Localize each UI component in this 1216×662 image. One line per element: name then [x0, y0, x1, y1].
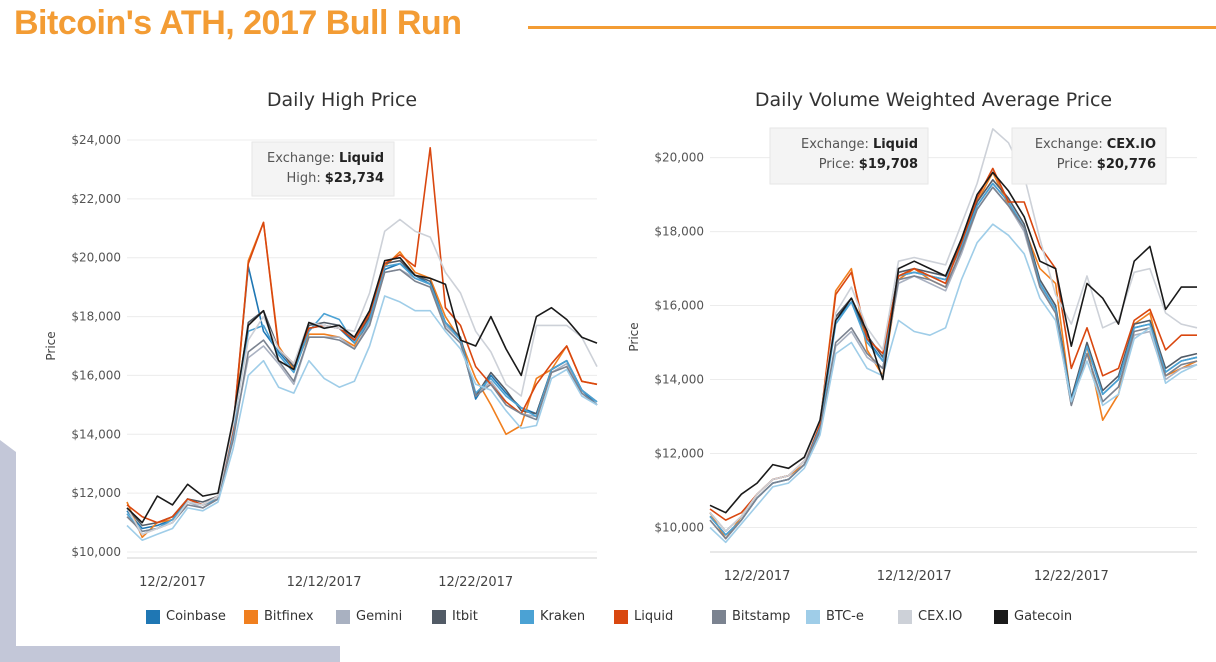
tooltip-annotation: Exchange: Liquid High: $23,734 [251, 141, 395, 197]
y-tick-label: $16,000 [71, 368, 121, 382]
y-tick-label: $24,000 [71, 133, 121, 147]
y-axis-label: Price [44, 331, 58, 360]
series-line-cex-io [126, 218, 598, 536]
y-tick-label: $20,000 [71, 251, 121, 265]
series-line-btc-e [709, 223, 1198, 544]
y-tick-label: $10,000 [71, 545, 121, 559]
tooltip-value-key: High: [287, 171, 321, 186]
tooltip-exchange-key: Exchange: [801, 137, 869, 152]
legend-item-coinbase[interactable]: Coinbase [146, 609, 226, 624]
tooltip-value-value: $19,708 [859, 157, 918, 172]
tooltip-value-key: Price: [1057, 157, 1093, 172]
x-tick-label: 12/2/2017 [139, 575, 206, 590]
tooltip-value-line: Price: $20,776 [1057, 157, 1156, 172]
legend-label: CEX.IO [918, 609, 963, 624]
x-tick-label: 12/22/2017 [1034, 569, 1109, 584]
tooltip-annotation: Exchange: CEX.IO Price: $20,776 [1011, 127, 1167, 185]
series-line-bitfinex [126, 221, 598, 539]
legend-item-itbit[interactable]: Itbit [432, 609, 478, 624]
series-line-kraken [709, 182, 1198, 536]
chart-title: Daily High Price [267, 89, 417, 111]
legend-label: Gatecoin [1014, 609, 1073, 624]
title-rule [528, 26, 1216, 29]
legend-swatch [520, 609, 534, 624]
tooltip-box [251, 141, 395, 197]
tooltip-exchange-value: Liquid [873, 137, 918, 152]
y-tick-label: $20,000 [654, 151, 704, 165]
x-tick-label: 12/2/2017 [724, 569, 791, 584]
tooltip-box [769, 127, 929, 185]
legend-item-liquid[interactable]: Liquid [614, 609, 673, 624]
legend-swatch [994, 609, 1008, 624]
tooltip-annotation: Exchange: Liquid Price: $19,708 [769, 127, 929, 185]
y-axis-label: Price [627, 322, 641, 351]
chart-title: Daily Volume Weighted Average Price [755, 89, 1112, 111]
legend-label: Liquid [634, 609, 674, 624]
daily-vwap-chart: Daily Volume Weighted Average Price $10,0… [627, 89, 1198, 584]
page-title: Bitcoin's ATH, 2017 Bull Run [14, 4, 462, 42]
legend-label: Itbit [452, 609, 478, 624]
legend-label: Coinbase [166, 609, 226, 624]
legend-swatch [806, 609, 820, 624]
tooltip-exchange-line: Exchange: Liquid [801, 137, 918, 152]
series-line-itbit [126, 259, 598, 527]
legend-swatch [146, 609, 160, 624]
legend-swatch [244, 609, 258, 624]
series-line-bitstamp [709, 186, 1198, 540]
y-tick-label: $12,000 [71, 486, 121, 500]
legend-item-gatecoin[interactable]: Gatecoin [994, 609, 1072, 624]
legend-label: Bitstamp [732, 609, 791, 624]
tooltip-value-key: Price: [819, 157, 855, 172]
legend-swatch [336, 609, 350, 624]
y-tick-label: $10,000 [654, 521, 704, 535]
y-tick-label: $14,000 [71, 427, 121, 441]
tooltip-value-line: High: $23,734 [287, 171, 384, 186]
series-line-btc-e [126, 295, 598, 542]
tooltip-exchange-value: Liquid [339, 151, 384, 166]
legend-swatch [432, 609, 446, 624]
tooltip-box [1011, 127, 1167, 185]
legend-item-cex-io[interactable]: CEX.IO [898, 609, 962, 624]
legend-label: Kraken [540, 609, 586, 624]
legend-item-bitstamp[interactable]: Bitstamp [712, 609, 790, 624]
series-line-itbit [709, 179, 1198, 533]
legend-label: Gemini [356, 609, 403, 624]
tooltip-value-value: $23,734 [325, 171, 384, 186]
series-line-gatecoin [709, 171, 1197, 514]
legend: Coinbase Bitfinex Gemini Itbit Kraken Liquid B… [146, 609, 1146, 629]
x-tick-label: 12/12/2017 [287, 575, 362, 590]
daily-high-price-chart: Daily High Price $10,000 $12,000 $14,000 $16… [44, 89, 598, 590]
x-tick-label: 12/22/2017 [438, 575, 513, 590]
y-tick-label: $14,000 [654, 373, 704, 387]
tooltip-value-line: Price: $19,708 [819, 157, 918, 172]
y-tick-label: $22,000 [71, 192, 121, 206]
legend-item-gemini[interactable]: Gemini [336, 609, 402, 624]
legend-label: Bitfinex [264, 609, 314, 624]
tooltip-value-value: $20,776 [1097, 157, 1156, 172]
legend-swatch [614, 609, 628, 624]
legend-item-bitfinex[interactable]: Bitfinex [244, 609, 314, 624]
legend-item-kraken[interactable]: Kraken [520, 609, 585, 624]
x-tick-label: 12/12/2017 [877, 569, 952, 584]
tooltip-exchange-line: Exchange: Liquid [267, 151, 384, 166]
series-line-gatecoin [126, 256, 598, 524]
series-line-coinbase [126, 262, 598, 530]
series-line-cex-io [709, 128, 1198, 533]
tooltip-exchange-line: Exchange: CEX.IO [1035, 137, 1156, 152]
y-tick-label: $18,000 [654, 225, 704, 239]
tooltip-exchange-key: Exchange: [1035, 137, 1103, 152]
legend-item-btc-e[interactable]: BTC-e [806, 609, 864, 624]
legend-swatch [712, 609, 726, 624]
legend-swatch [898, 609, 912, 624]
series-line-bitstamp [126, 268, 598, 533]
y-tick-label: $18,000 [71, 310, 121, 324]
tooltip-exchange-key: Exchange: [267, 151, 335, 166]
y-tick-label: $16,000 [654, 299, 704, 313]
legend-label: BTC-e [826, 609, 864, 624]
y-tick-label: $12,000 [654, 447, 704, 461]
tooltip-exchange-value: CEX.IO [1107, 137, 1156, 152]
